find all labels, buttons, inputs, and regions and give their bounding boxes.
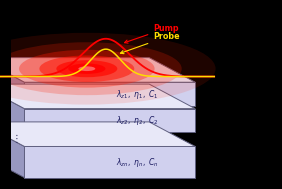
Text: $\lambda_{zn},\ \eta_n,\ C_n$: $\lambda_{zn},\ \eta_n,\ C_n$ — [116, 156, 158, 169]
Polygon shape — [25, 82, 195, 106]
Ellipse shape — [0, 42, 182, 95]
Text: ⋮: ⋮ — [11, 134, 21, 144]
Polygon shape — [0, 58, 195, 82]
Polygon shape — [0, 84, 195, 109]
Polygon shape — [25, 146, 195, 178]
Text: $\lambda_{z1},\ \eta_1,\ C_1$: $\lambda_{z1},\ \eta_1,\ C_1$ — [116, 88, 158, 101]
Ellipse shape — [56, 60, 117, 77]
Ellipse shape — [19, 50, 155, 88]
Ellipse shape — [68, 64, 105, 74]
Polygon shape — [0, 122, 25, 178]
Ellipse shape — [78, 66, 95, 71]
Polygon shape — [0, 84, 25, 132]
Ellipse shape — [39, 56, 134, 82]
Text: Probe: Probe — [120, 32, 180, 54]
Text: Pump: Pump — [125, 24, 179, 43]
Polygon shape — [0, 122, 195, 146]
Polygon shape — [0, 58, 25, 106]
Ellipse shape — [0, 33, 215, 105]
Text: $\lambda_{z2},\ \eta_2,\ C_2$: $\lambda_{z2},\ \eta_2,\ C_2$ — [116, 114, 158, 127]
Polygon shape — [25, 109, 195, 132]
